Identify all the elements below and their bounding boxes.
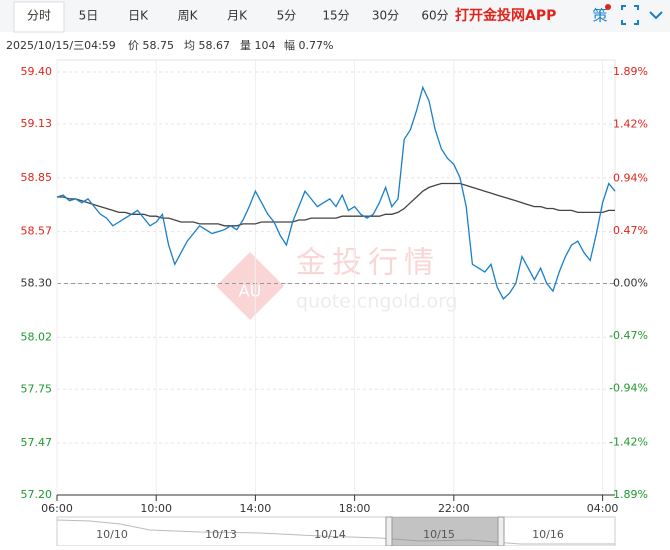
navigator-date: 10/16 [532,528,564,541]
y2-tick-label: 0.94% [613,171,648,184]
app-link[interactable]: 打开金投网APP [455,7,556,24]
watermark-url: quote.cngold.org [296,291,458,313]
info-price: 价 58.75 [128,39,174,52]
y-tick-label: 57.75 [21,382,53,395]
y-tick-label: 59.40 [21,65,53,78]
collapse-icon[interactable] [649,11,663,20]
x-tick-label: 22:00 [438,502,470,515]
y2-tick-label: 0.00% [613,277,648,290]
x-tick-label: 10:00 [140,502,172,515]
x-tick-label: 14:00 [240,502,272,515]
tab[interactable]: 5日 [79,9,99,23]
x-tick-label: 18:00 [339,502,371,515]
y-tick-label: 58.85 [21,171,53,184]
tab[interactable]: 日K [128,9,149,23]
series-line [57,182,615,227]
navigator[interactable] [56,516,616,547]
y2-tick-label: -1.42% [609,435,648,448]
navigator-date: 10/13 [205,528,237,541]
watermark: AU 金投行情 quote.cngold.org [216,246,458,320]
y2-tick-label: 0.47% [613,224,648,237]
y-tick-label: 58.57 [21,225,53,238]
y2-tick-label: 1.42% [613,118,648,131]
tab[interactable]: 30分 [372,9,399,23]
info-avg: 均 58.67 [184,39,230,52]
watermark-logo: AU [239,282,262,301]
tab[interactable]: 60分 [421,9,448,23]
active-tab [13,1,65,33]
tab[interactable]: 15分 [322,9,349,23]
tab[interactable]: 月K [227,9,248,23]
info-range: 幅 0.77% [284,39,333,52]
y2-tick-label: -1.89% [609,488,648,501]
navigator-date: 10/14 [314,528,346,541]
watermark-title: 金投行情 [296,246,440,281]
y2-tick-label: -0.94% [609,382,648,395]
info: 2025/10/15/三04:59 价 58.75 均 58.67 量 104 … [6,39,333,52]
y-tick-label: 57.47 [21,436,53,449]
tab[interactable]: 分时 [27,9,51,23]
navigator-handle[interactable] [497,516,505,547]
y-tick-label: 57.20 [21,488,53,501]
tab-bar [0,0,670,32]
fullscreen-icon[interactable] [621,5,639,25]
y-tick-label: 58.02 [21,330,53,343]
navigator-date: 10/10 [96,528,128,541]
strategy-button[interactable]: 策 [592,7,607,25]
y-tick-label: 59.13 [21,117,53,130]
navigator-handle[interactable] [385,516,393,547]
series-line [56,85,616,300]
watermark-logo-bg [216,252,284,320]
tab[interactable]: 周K [178,9,199,23]
x-tick-label: 04:00 [587,502,619,515]
info-time: 2025/10/15/三04:59 [6,39,116,52]
tab[interactable]: 5分 [277,9,297,23]
x-tick-label: 06:00 [41,502,73,515]
navigator-date: 10/15 [423,528,455,541]
badge [605,4,611,10]
y-tick-label: 58.30 [21,277,53,290]
info-volume: 量 104 [240,39,276,52]
navigator-window[interactable] [392,517,498,546]
y2-tick-label: -0.47% [609,329,648,342]
y2-tick-label: 1.89% [613,65,648,78]
